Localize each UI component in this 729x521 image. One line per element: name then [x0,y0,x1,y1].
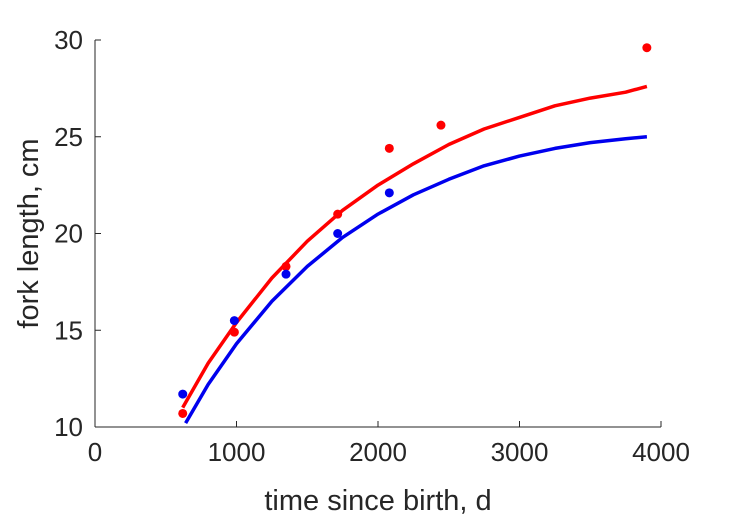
y-tick-label: 20 [54,219,83,249]
x-tick-label: 1000 [208,437,266,467]
data-point-series-1 [642,43,652,53]
x-tick-label: 2000 [349,437,407,467]
y-axis-ticks: 10 15 20 25 30 [54,25,101,442]
x-tick-label: 0 [88,437,102,467]
y-axis-label: fork length, cm [13,138,45,328]
y-tick-label: 25 [54,122,83,152]
x-tick-label: 4000 [632,437,690,467]
data-point-series-2 [333,229,343,238]
data-point-series-1 [436,120,446,130]
data-point-series-1 [178,408,188,418]
data-point-series-1 [384,143,394,153]
y-tick-label: 15 [54,315,83,345]
x-tick-label: 3000 [491,437,549,467]
data-point-series-1 [333,209,343,219]
data-point-series-2 [384,188,394,198]
fit-curve-series-2 [184,135,648,424]
fit-curve-series-1 [181,84,648,409]
data-point-series-2 [178,389,188,399]
data-point-series-2 [229,316,239,326]
x-axis-label: time since birth, d [264,485,491,517]
data-point-series-1 [281,261,291,271]
plot-area [178,43,652,424]
y-tick-label: 30 [54,25,83,55]
x-axis-ticks: 0 1000 2000 3000 4000 [88,421,690,467]
y-tick-label: 10 [54,412,83,442]
data-point-series-2 [281,269,291,279]
data-point-series-1 [229,327,239,337]
